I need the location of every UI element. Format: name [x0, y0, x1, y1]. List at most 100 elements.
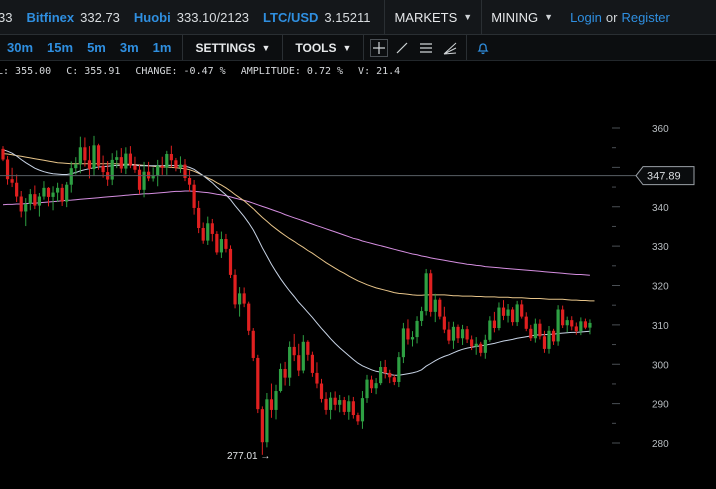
y-axis-label: 290	[652, 400, 669, 411]
candle-body	[269, 399, 274, 410]
candle-down	[406, 319, 410, 345]
ticker-exchange: Huobi	[133, 9, 171, 25]
candle-body	[274, 391, 278, 410]
horizontal-lines-icon[interactable]	[416, 38, 436, 58]
candle-body	[178, 164, 183, 168]
candle-body	[410, 337, 415, 340]
candle-up	[274, 384, 278, 420]
timeframe-15m[interactable]: 15m	[47, 40, 74, 55]
candle-down	[269, 383, 274, 418]
register-link[interactable]: Register	[621, 9, 670, 25]
ticker-item[interactable]: Huobi 333.10/2123	[134, 10, 249, 25]
fan-icon[interactable]	[440, 38, 460, 58]
candlestick-chart[interactable]: 280 290 300 310 320 330 340 360 347.89 277.01 →	[0, 82, 716, 489]
login-link[interactable]: Login	[570, 9, 602, 25]
candle-down	[388, 369, 392, 384]
candle-up	[397, 352, 401, 388]
candle-down	[529, 324, 533, 342]
candle-up	[565, 316, 569, 333]
ticker-price: 3.15211	[324, 9, 371, 25]
candle-body	[224, 239, 228, 249]
line-icon[interactable]	[392, 38, 412, 58]
divider	[363, 35, 365, 60]
ticker-item[interactable]: LTC/USD 3.15211	[263, 10, 370, 25]
candle-down	[46, 187, 51, 207]
candle-down	[342, 396, 346, 416]
candle-body	[538, 323, 542, 337]
tools-menu[interactable]: TOOLS ▼	[287, 41, 359, 55]
candle-up	[433, 293, 437, 323]
candle-up	[37, 192, 41, 217]
divider	[182, 35, 184, 60]
candle-body	[438, 299, 442, 317]
candle-body	[206, 223, 210, 241]
candle-body	[447, 329, 451, 341]
candle-body	[292, 346, 296, 356]
candle-body	[506, 309, 510, 316]
settings-label: SETTINGS	[195, 40, 256, 55]
candle-body	[460, 329, 465, 339]
candle-down	[520, 300, 524, 319]
candle-down	[83, 137, 87, 167]
timeframe-3m[interactable]: 3m	[119, 40, 139, 55]
candle-down	[233, 269, 237, 309]
candle-body	[497, 307, 501, 329]
candle-up	[156, 159, 160, 187]
ticker-item[interactable]: 33	[0, 10, 12, 25]
ticker-bar: 33 Bitfinex 332.73 Huobi 333.10/2123 LTC…	[0, 0, 716, 35]
candle-down	[319, 378, 324, 403]
divider	[466, 35, 468, 60]
candle-down	[174, 157, 178, 172]
candle-body	[379, 367, 383, 384]
candle-body	[583, 321, 587, 328]
candle-body	[96, 145, 101, 166]
timeframe-30m[interactable]: 30m	[7, 40, 34, 55]
candle-up	[360, 391, 365, 429]
candle-down	[561, 305, 565, 329]
settings-menu[interactable]: SETTINGS ▼	[187, 41, 278, 55]
timeframe-1m[interactable]: 1m	[152, 40, 172, 55]
ticker-price: 33	[0, 9, 13, 25]
candle-down	[101, 155, 105, 178]
candle-down	[283, 361, 287, 386]
candle-body	[133, 165, 137, 170]
candle-down	[310, 351, 314, 377]
candle-up	[92, 135, 96, 176]
candle-body	[397, 357, 401, 382]
candle-body	[65, 184, 69, 202]
candle-body	[51, 192, 55, 197]
timeframe-5m[interactable]: 5m	[87, 40, 106, 55]
candle-body	[5, 159, 10, 180]
candle-body	[238, 293, 242, 305]
mining-menu[interactable]: MINING ▼	[482, 10, 562, 25]
candle-body	[137, 169, 142, 190]
y-axis: 280 290 300 310 320 330 340 360	[612, 124, 669, 450]
candle-body	[429, 273, 433, 312]
candle-down	[256, 354, 260, 414]
candle-up	[588, 319, 592, 335]
candle-up	[515, 300, 519, 327]
candle-down	[383, 359, 387, 379]
markets-menu[interactable]: MARKETS ▼	[385, 10, 481, 25]
alarm-bell-icon[interactable]	[473, 38, 493, 58]
candle-body	[192, 184, 196, 208]
candle-body	[83, 147, 87, 161]
candle-body	[547, 330, 551, 349]
candle-up	[424, 268, 428, 316]
candle-body	[228, 248, 233, 275]
candle-body	[479, 343, 483, 353]
candle-up	[28, 189, 32, 211]
candle-down	[87, 146, 92, 179]
ticker-item[interactable]: Bitfinex 332.73	[26, 10, 119, 25]
y-axis-label: 320	[652, 282, 669, 293]
candle-down	[315, 362, 319, 389]
divider	[384, 0, 386, 34]
candle-down	[583, 318, 587, 330]
candle-up	[74, 157, 78, 175]
candle-up	[379, 361, 383, 386]
candle-up	[178, 156, 183, 173]
candle-up	[420, 306, 424, 327]
candle-body	[87, 160, 92, 169]
crosshair-icon[interactable]	[370, 38, 389, 57]
candle-down	[465, 326, 469, 343]
